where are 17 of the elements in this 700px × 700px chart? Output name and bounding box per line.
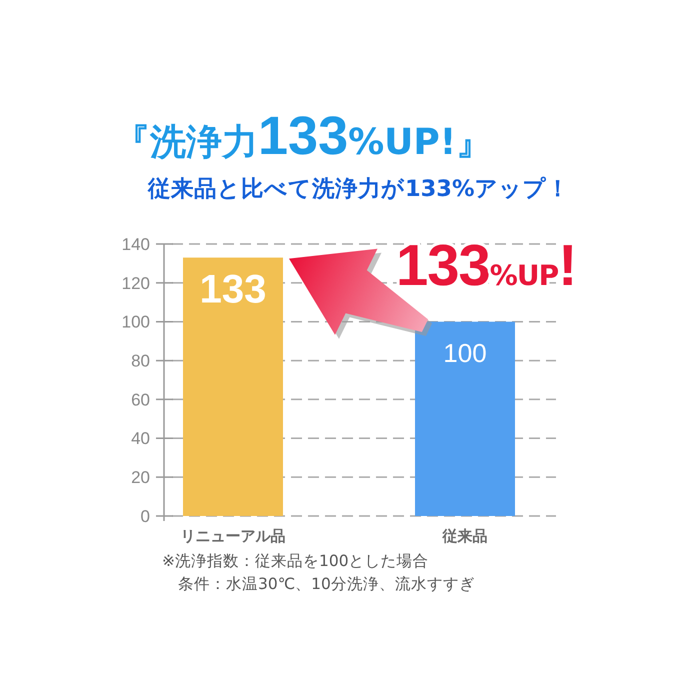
y-tick-label: 100 <box>122 312 150 332</box>
text: 条件：水温30℃、10分洗浄、流水すすぎ <box>178 575 475 593</box>
y-tick-label: 40 <box>131 429 150 448</box>
x-tick-label: リニューアル品 <box>180 527 286 545</box>
y-tick-label: 120 <box>122 274 150 293</box>
y-tick-label: 60 <box>131 390 150 410</box>
y-tick-label: 0 <box>140 506 150 526</box>
annotation: 133%UP! <box>396 233 576 298</box>
chart-title: 『洗浄力133%UP!』 <box>114 106 492 166</box>
y-tick-label: 80 <box>131 352 150 371</box>
data-label: 133 <box>200 268 266 312</box>
text: ※洗浄指数：従来品を100とした場合 <box>162 552 429 570</box>
y-tick-label: 140 <box>122 234 150 254</box>
x-tick-label: 従来品 <box>442 527 488 545</box>
data-label: 100 <box>443 338 487 368</box>
y-tick-label: 20 <box>131 468 150 488</box>
chart-subtitle: 従来品と比べて洗浄力が133%アップ！ <box>147 176 570 202</box>
